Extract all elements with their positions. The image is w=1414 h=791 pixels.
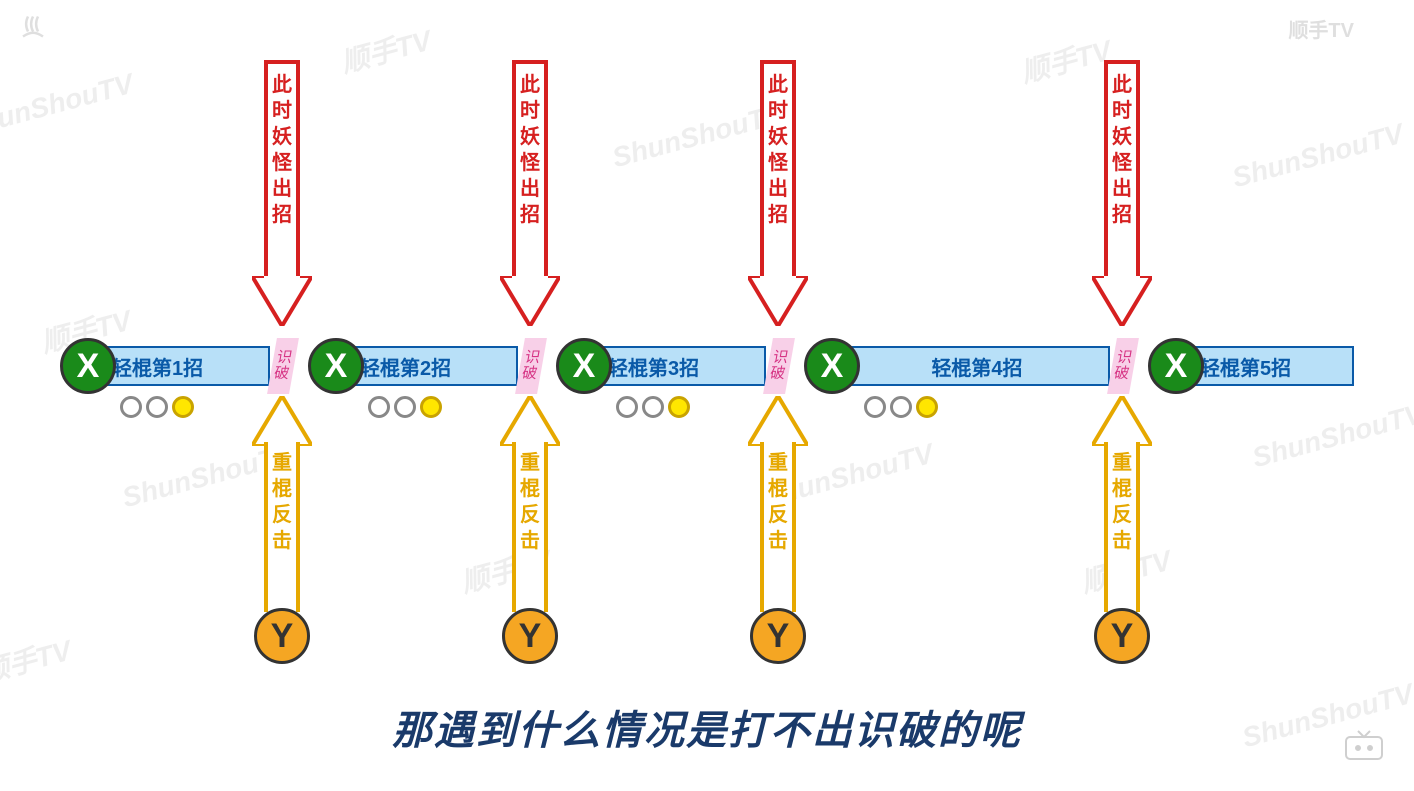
x-button: X <box>60 338 116 394</box>
channel-logo-icon <box>18 14 48 44</box>
top-arrow: 此时妖怪出招 <box>748 60 808 334</box>
shibo-strip: 识破 <box>515 338 547 394</box>
dot-off-icon <box>120 396 142 418</box>
channel-brand-text: 顺手TV <box>1288 14 1354 43</box>
combo-bar: 轻棍第2招 <box>348 346 518 386</box>
combo-bar: 轻棍第4招 <box>844 346 1110 386</box>
combo-bar: 轻棍第5招 <box>1188 346 1354 386</box>
top-arrow: 此时妖怪出招 <box>500 60 560 334</box>
dot-off-icon <box>394 396 416 418</box>
shibo-strip: 识破 <box>763 338 795 394</box>
dot-on-icon <box>916 396 938 418</box>
subtitle-text: 那遇到什么情况是打不出识破的呢 <box>0 698 1414 756</box>
combo-dots <box>616 396 690 418</box>
combo-bar: 轻棍第3招 <box>596 346 766 386</box>
dot-off-icon <box>890 396 912 418</box>
x-button: X <box>1148 338 1204 394</box>
dot-on-icon <box>668 396 690 418</box>
platform-icon <box>1344 729 1384 761</box>
top-arrow: 此时妖怪出招 <box>1092 60 1152 334</box>
combo-dots <box>120 396 194 418</box>
top-arrow: 此时妖怪出招 <box>252 60 312 334</box>
shibo-strip: 识破 <box>267 338 299 394</box>
dot-off-icon <box>642 396 664 418</box>
dot-on-icon <box>420 396 442 418</box>
shibo-strip: 识破 <box>1107 338 1139 394</box>
dot-off-icon <box>616 396 638 418</box>
x-button: X <box>308 338 364 394</box>
y-button: Y <box>254 608 310 664</box>
dot-off-icon <box>368 396 390 418</box>
y-button: Y <box>502 608 558 664</box>
x-button: X <box>556 338 612 394</box>
y-button: Y <box>1094 608 1150 664</box>
dot-on-icon <box>172 396 194 418</box>
combo-dots <box>368 396 442 418</box>
x-button: X <box>804 338 860 394</box>
combo-bar: 轻棍第1招 <box>100 346 270 386</box>
dot-off-icon <box>864 396 886 418</box>
diagram-stage: X轻棍第1招识破 此时妖怪出招 重棍反击 YX轻棍第2招识破 此时妖怪出招 <box>60 60 1354 680</box>
y-button: Y <box>750 608 806 664</box>
combo-dots <box>864 396 938 418</box>
dot-off-icon <box>146 396 168 418</box>
